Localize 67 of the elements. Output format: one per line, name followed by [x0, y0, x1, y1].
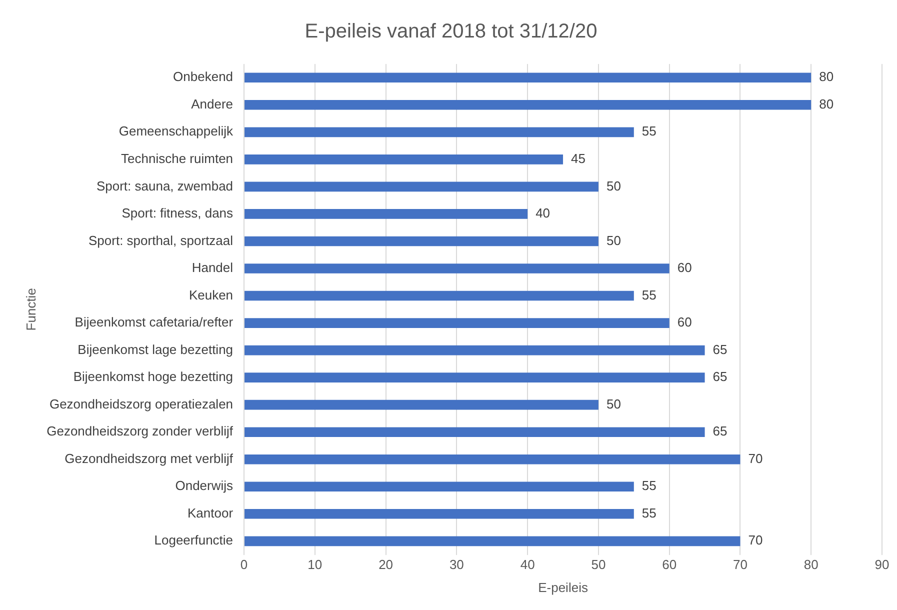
bar — [244, 454, 740, 464]
y-tick-label: Kantoor — [187, 505, 234, 520]
bar — [244, 427, 705, 438]
chart-title: E-peileis vanaf 2018 tot 31/12/20 — [304, 20, 598, 43]
y-tick-label: Gemeenschappelijk — [118, 124, 234, 139]
data-label: 60 — [677, 260, 692, 276]
x-tick-label: 80 — [804, 557, 818, 572]
x-tick-label: 40 — [520, 557, 535, 572]
x-tick-label: 60 — [662, 557, 677, 572]
bar — [244, 482, 634, 492]
data-label: 55 — [642, 478, 656, 494]
y-axis-title: Functie — [23, 288, 38, 331]
bar — [244, 290, 634, 301]
y-tick-label: Handel — [192, 260, 234, 276]
data-label: 50 — [606, 232, 621, 248]
data-label: 55 — [642, 124, 656, 139]
data-label: 65 — [712, 342, 728, 357]
data-label: 70 — [748, 450, 763, 466]
y-tick-label: Bijeenkomst hoge bezetting — [73, 369, 234, 384]
y-tick-label: Sport: sporthal, sportzaal — [88, 232, 234, 248]
data-label: 40 — [536, 206, 550, 221]
x-tick-label: 90 — [874, 557, 890, 572]
data-label: 65 — [712, 369, 728, 384]
x-axis-title: E-peileis — [538, 580, 588, 595]
x-tick-label: 70 — [732, 557, 748, 572]
data-label: 80 — [819, 96, 834, 112]
x-tick-label: 10 — [308, 557, 322, 572]
data-label: 80 — [819, 69, 834, 84]
y-tick-label: Keuken — [188, 287, 234, 302]
bar — [244, 372, 705, 382]
y-tick-label: Gezondheidszorg zonder verblijf — [46, 424, 234, 439]
bar — [244, 345, 705, 356]
data-label: 50 — [606, 178, 621, 194]
bar — [244, 127, 634, 138]
bar — [244, 508, 634, 519]
data-label: 60 — [677, 314, 692, 330]
x-tick-label: 50 — [591, 557, 606, 572]
y-tick-label: Gezondheidszorg operatiezalen — [49, 396, 234, 412]
y-tick-label: Andere — [191, 96, 234, 112]
data-label: 45 — [571, 151, 586, 166]
y-tick-label: Onbekend — [173, 69, 234, 84]
data-label: 55 — [642, 287, 656, 302]
y-tick-label: Logeerfunctie — [154, 532, 234, 548]
y-tick-label: Bijeenkomst lage bezetting — [78, 342, 234, 357]
x-tick-label: 0 — [240, 557, 248, 572]
bar — [244, 209, 528, 219]
x-tick-label: 20 — [378, 557, 394, 572]
y-tick-label: Technische ruimten — [121, 151, 234, 166]
bar — [244, 264, 670, 274]
bar — [244, 236, 598, 246]
y-tick-label: Bijeenkomst cafetaria/refter — [74, 314, 234, 330]
y-tick-label: Gezondheidszorg met verblijf — [64, 450, 234, 466]
data-label: 70 — [748, 532, 763, 548]
y-tick-label: Sport: fitness, dans — [122, 206, 234, 221]
y-tick-label: Onderwijs — [175, 478, 234, 494]
bar — [244, 536, 740, 546]
data-label: 55 — [642, 505, 656, 520]
bar — [244, 182, 598, 192]
y-tick-label: Sport: sauna, zwembad — [96, 178, 234, 194]
bar — [244, 72, 812, 83]
x-tick-label: 30 — [449, 557, 464, 572]
bar — [244, 154, 564, 164]
bar — [244, 318, 670, 328]
data-label: 65 — [712, 424, 728, 439]
bar — [244, 100, 812, 110]
bar — [244, 400, 598, 410]
data-label: 50 — [606, 396, 621, 412]
